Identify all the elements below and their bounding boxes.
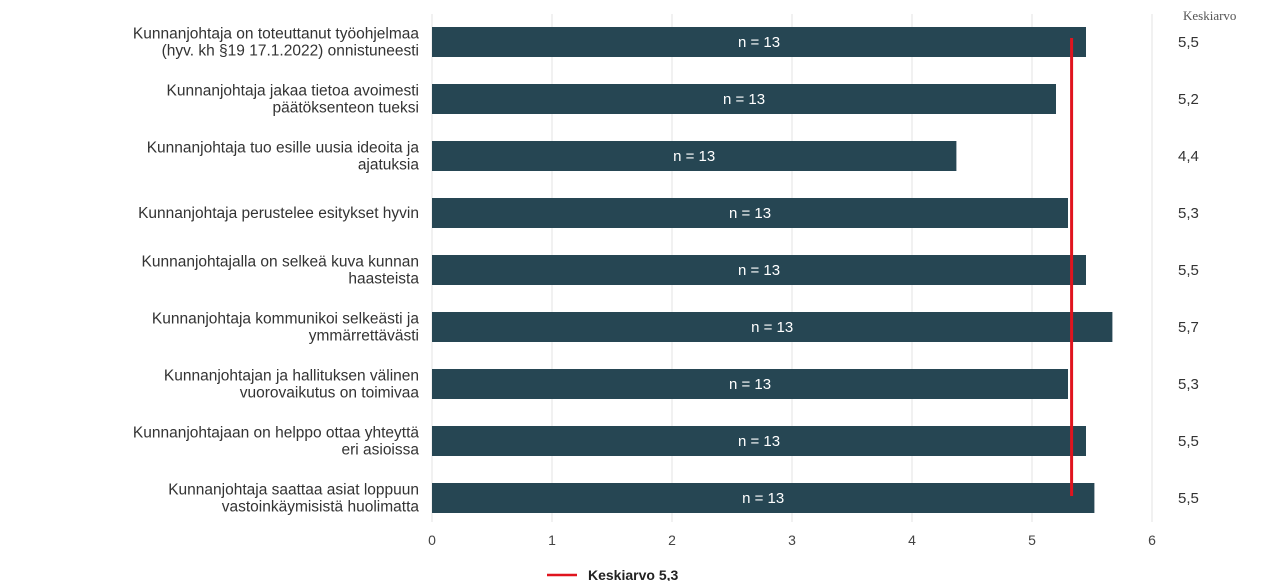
category-label-0-0: Kunnanjohtaja on toteuttanut työohjelmaa [133, 26, 419, 43]
bar-3 [432, 198, 1068, 228]
x-tick-label-6: 6 [1148, 532, 1156, 548]
category-label-3-0: Kunnanjohtaja perustelee esitykset hyvin [138, 205, 419, 222]
bar-label-3: n = 13 [729, 205, 771, 222]
category-label-2-0: Kunnanjohtaja tuo esille uusia ideoita j… [147, 140, 420, 157]
bar-2 [432, 141, 957, 171]
average-value-1: 5,2 [1178, 91, 1199, 108]
x-tick-label-3: 3 [788, 532, 796, 548]
x-tick-label-2: 2 [668, 532, 676, 548]
legend-label: Keskiarvo 5,3 [588, 567, 678, 581]
category-label-8-1: vastoinkäymisistä huolimatta [222, 499, 420, 516]
category-label-5-0: Kunnanjohtaja kommunikoi selkeästi ja [152, 311, 419, 328]
category-label-7-0: Kunnanjohtajaan on helppo ottaa yhteyttä [133, 425, 420, 442]
bar-5 [432, 312, 1113, 342]
category-label-5-1: ymmärrettävästi [309, 328, 419, 345]
category-label-2-1: ajatuksia [358, 157, 420, 174]
bar-label-5: n = 13 [751, 319, 793, 336]
category-label-8-0: Kunnanjohtaja saattaa asiat loppuun [168, 482, 419, 499]
bar-label-0: n = 13 [738, 34, 780, 51]
category-label-4-0: Kunnanjohtajalla on selkeä kuva kunnan [142, 254, 420, 271]
bar-label-6: n = 13 [729, 376, 771, 393]
category-label-0-1: (hyv. kh §19 17.1.2022) onnistuneesti [162, 43, 419, 60]
bar-6 [432, 369, 1068, 399]
average-value-0: 5,5 [1178, 34, 1199, 51]
category-label-6-1: vuorovaikutus on toimivaa [240, 385, 420, 402]
bar-label-1: n = 13 [723, 91, 765, 108]
x-tick-label-4: 4 [908, 532, 916, 548]
average-value-5: 5,7 [1178, 319, 1199, 336]
bar-label-4: n = 13 [738, 262, 780, 279]
bar-label-8: n = 13 [742, 490, 784, 507]
bar-1 [432, 84, 1056, 114]
category-label-1-1: päätöksenteon tueksi [273, 100, 420, 117]
average-value-2: 4,4 [1178, 148, 1199, 165]
category-label-4-1: haasteista [348, 271, 419, 288]
bar-0 [432, 27, 1086, 57]
bar-4 [432, 255, 1086, 285]
average-value-7: 5,5 [1178, 433, 1199, 450]
bar-7 [432, 426, 1086, 456]
bar-8 [432, 483, 1095, 513]
category-label-6-0: Kunnanjohtajan ja hallituksen välinen [164, 368, 419, 385]
value-column-header: Keskiarvo [1183, 8, 1236, 23]
average-value-4: 5,5 [1178, 262, 1199, 279]
average-value-6: 5,3 [1178, 376, 1199, 393]
bar-label-2: n = 13 [673, 148, 715, 165]
x-tick-label-0: 0 [428, 532, 436, 548]
x-tick-label-5: 5 [1028, 532, 1036, 548]
category-label-7-1: eri asioissa [341, 442, 419, 459]
average-value-8: 5,5 [1178, 490, 1199, 507]
bar-label-7: n = 13 [738, 433, 780, 450]
average-value-3: 5,3 [1178, 205, 1199, 222]
category-label-1-0: Kunnanjohtaja jakaa tietoa avoimesti [167, 83, 419, 100]
x-tick-label-1: 1 [548, 532, 556, 548]
